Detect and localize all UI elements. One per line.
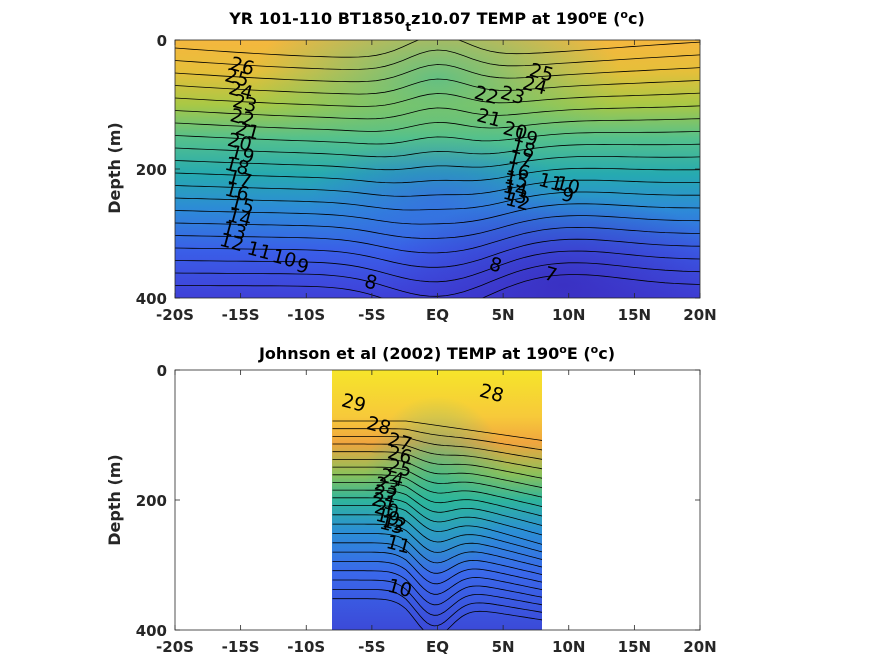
contour-line (332, 514, 542, 553)
contour-line (175, 215, 700, 239)
contour-label: 8 (487, 253, 504, 277)
x-tick-label: EQ (426, 638, 449, 656)
y-axis-label: Depth (m) (105, 454, 124, 546)
x-tick-label: -20S (156, 638, 194, 656)
contour-line (175, 238, 700, 268)
x-tick-label: -5S (358, 306, 385, 324)
x-tick-label: EQ (426, 306, 449, 324)
contour-line (332, 570, 542, 606)
contour-line (332, 505, 542, 545)
contour-line (332, 579, 542, 616)
contour-line (332, 533, 542, 568)
x-tick-label: -15S (222, 638, 260, 656)
contour-line (332, 428, 542, 451)
contour-line (175, 143, 700, 158)
contour-line (332, 474, 542, 507)
x-tick-label: 20N (683, 638, 716, 656)
contour-line (332, 497, 542, 536)
contour-line (332, 551, 542, 585)
y-tick-label: 400 (136, 290, 167, 308)
contour-lines (175, 40, 700, 298)
contour-line (175, 203, 700, 225)
contour-line (175, 131, 700, 145)
x-tick-label: 5N (492, 638, 515, 656)
contour-line (175, 226, 700, 254)
x-tick-label: -10S (287, 306, 325, 324)
contour-line (175, 40, 700, 58)
contour-line (332, 436, 542, 460)
contour-line (175, 118, 700, 132)
contour-line (332, 443, 542, 470)
y-tick-label: 200 (136, 492, 167, 510)
contour-line (332, 459, 542, 489)
contour-line (175, 179, 700, 197)
contour-line (332, 489, 542, 526)
contour-line (175, 250, 700, 283)
x-axis: -20S -15S -10S -5S EQ 5N 10N 15N 20N (156, 370, 717, 656)
contour-label: 8 (362, 270, 379, 294)
y-tick-label: 0 (157, 362, 167, 380)
y-tick-label: 200 (136, 161, 167, 179)
contour-line (332, 598, 542, 630)
contour-line (175, 64, 700, 83)
contour-line (175, 78, 700, 95)
y-axis: 0 200 400 (136, 362, 700, 640)
contour-line (332, 482, 542, 517)
contour-line (175, 156, 700, 171)
contour-line (332, 420, 542, 441)
contour-lines (332, 420, 542, 630)
contour-line (332, 561, 542, 595)
x-tick-label: -5S (358, 638, 385, 656)
x-tick-label: 15N (618, 638, 651, 656)
contour-label: 7 (542, 263, 559, 287)
x-tick-label: 5N (492, 306, 515, 324)
contour-line (175, 92, 700, 107)
contour-label: 9 (559, 183, 576, 207)
contour-line (175, 167, 700, 184)
contour-line (332, 466, 542, 498)
x-tick-label: -15S (222, 306, 260, 324)
contour-line (175, 191, 700, 211)
x-tick-label: 20N (683, 306, 716, 324)
y-tick-label: 0 (157, 32, 167, 50)
x-tick-label: -20S (156, 306, 194, 324)
x-tick-label: 10N (552, 306, 585, 324)
x-axis: -20S -15S -10S -5S EQ 5N 10N 15N 20N (156, 40, 717, 324)
contour-line (175, 274, 700, 298)
contour-line (175, 105, 700, 120)
y-axis-label: Depth (m) (105, 122, 124, 214)
y-tick-label: 400 (136, 622, 167, 640)
contour-line (332, 451, 542, 479)
contour-line (332, 523, 542, 560)
x-tick-label: -10S (287, 638, 325, 656)
chart-title: YR 101-110 BT1850tz10.07 TEMP at 190oE (… (228, 8, 645, 34)
chart-title: Johnson et al (2002) TEMP at 190oE (oc) (258, 343, 615, 363)
contour-label: 9 (294, 254, 311, 278)
x-tick-label: 15N (618, 306, 651, 324)
x-tick-label: 10N (552, 638, 585, 656)
y-axis: 0 200 400 (136, 32, 700, 308)
contour-line (332, 542, 542, 575)
contour-line (175, 49, 700, 70)
